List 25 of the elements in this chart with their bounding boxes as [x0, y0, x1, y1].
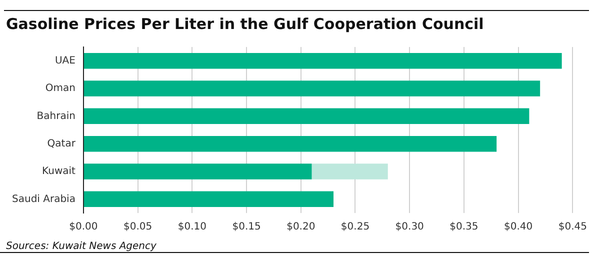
y-tick-label: Qatar: [47, 138, 76, 150]
x-tick-label: $0.05: [123, 222, 152, 233]
bar: [84, 164, 312, 180]
y-tick-label: Kuwait: [42, 166, 76, 178]
x-tick-label: $0.45: [558, 222, 588, 233]
bar: [84, 136, 497, 152]
x-tick-label: $0.10: [178, 222, 206, 233]
x-tick-label: $0.30: [395, 222, 424, 233]
x-tick-label: $0.40: [504, 222, 533, 233]
bar: [84, 191, 334, 208]
bar: [312, 164, 388, 180]
y-tick-label: UAE: [54, 55, 76, 66]
bar: [84, 80, 540, 96]
bar: [84, 108, 530, 124]
x-tick-label: $0.00: [69, 222, 98, 233]
bar: [84, 52, 562, 69]
y-tick-label: Oman: [45, 83, 76, 94]
x-tick-label: $0.20: [286, 222, 316, 233]
chart-title: Gasoline Prices Per Liter in the Gulf Cooperation Council: [5, 14, 485, 33]
y-tick-label: Bahrain: [36, 110, 76, 122]
source-note: Sources: Kuwait News Agency: [0, 241, 589, 253]
x-tick-label: $0.35: [450, 222, 478, 233]
x-tick-label: $0.15: [232, 222, 261, 233]
y-tick-label: Saudi Arabia: [12, 194, 76, 205]
x-tick-label: $0.25: [340, 222, 370, 233]
